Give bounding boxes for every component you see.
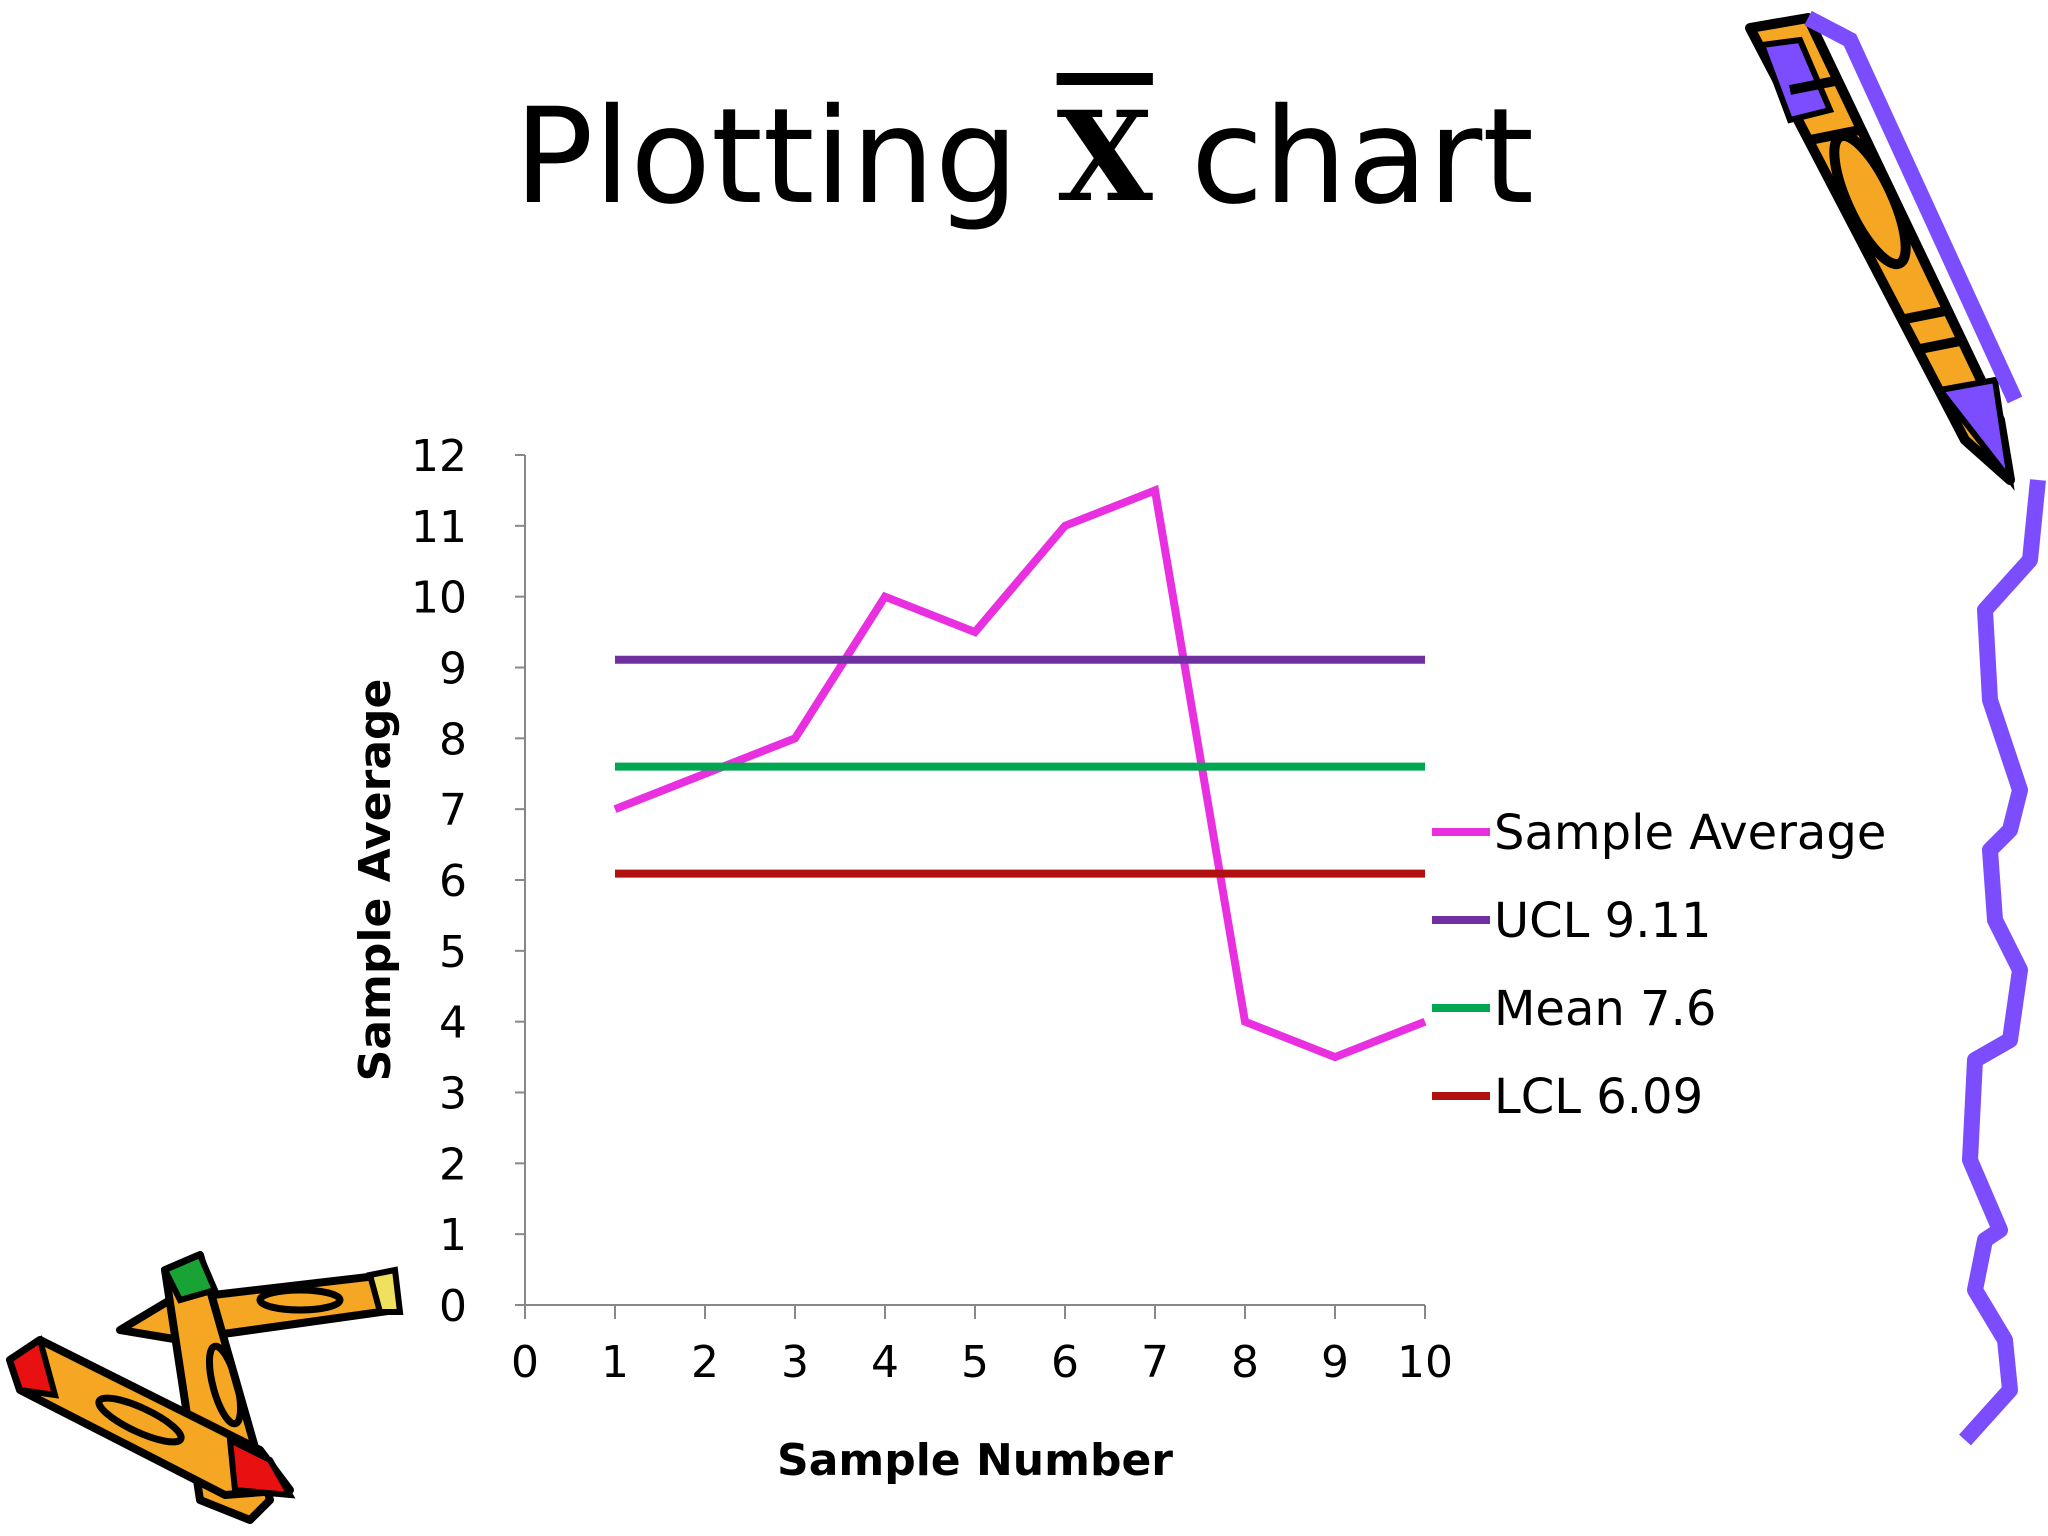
y-tick-label: 8 (439, 714, 467, 765)
x-tick-label: 4 (871, 1337, 899, 1388)
x-tick-label: 7 (1141, 1337, 1169, 1388)
legend-label: LCL 6.09 (1494, 1069, 1703, 1125)
x-tick-label: 8 (1231, 1337, 1259, 1388)
legend-label: Sample Average (1494, 805, 1886, 861)
x-tick-label: 9 (1321, 1337, 1349, 1388)
slide-title: Plotting X chart (0, 80, 2048, 234)
y-tick-label: 10 (411, 573, 467, 624)
x-tick-label: 0 (511, 1337, 539, 1388)
x-tick-label: 6 (1051, 1337, 1079, 1388)
y-tick-label: 7 (439, 785, 467, 836)
y-tick-label: 9 (439, 644, 467, 695)
y-tick-label: 3 (439, 1069, 467, 1120)
y-tick-label: 6 (439, 856, 467, 907)
legend-label: UCL 9.11 (1494, 893, 1712, 949)
x-tick-label: 1 (601, 1337, 629, 1388)
x-tick-label: 10 (1397, 1337, 1453, 1388)
series-line-0 (613, 484, 1427, 1062)
squiggle-border (1959, 479, 2046, 1446)
y-tick-label: 5 (439, 927, 467, 978)
pencil-clipart-icon (1745, 10, 2023, 491)
y-tick-label: 11 (411, 502, 467, 553)
title-suffix: chart (1190, 80, 1535, 234)
x-tick-label: 2 (691, 1337, 719, 1388)
y-tick-label: 2 (439, 1139, 467, 1190)
title-xbar-symbol: X (1056, 84, 1153, 230)
x-tick-label: 3 (781, 1337, 809, 1388)
y-axis-title: Sample Average (350, 679, 401, 1082)
y-tick-label: 1 (439, 1210, 467, 1261)
crayons-clipart-icon (6, 1251, 404, 1524)
series-layer (613, 484, 1427, 1062)
y-tick-label: 4 (439, 998, 467, 1049)
x-axis-title: Sample Number (777, 1435, 1173, 1486)
y-tick-label: 12 (411, 431, 467, 482)
x-tick-label: 5 (961, 1337, 989, 1388)
legend: Sample Average UCL 9.11 Mean 7.6 LCL 6.09 (1432, 805, 1886, 1125)
x-axis-ticks: 0 1 2 3 4 5 6 7 8 9 10 (511, 1305, 1453, 1388)
legend-label: Mean 7.6 (1494, 981, 1716, 1037)
y-tick-label: 0 (439, 1281, 467, 1332)
title-prefix: Plotting (513, 80, 1019, 234)
